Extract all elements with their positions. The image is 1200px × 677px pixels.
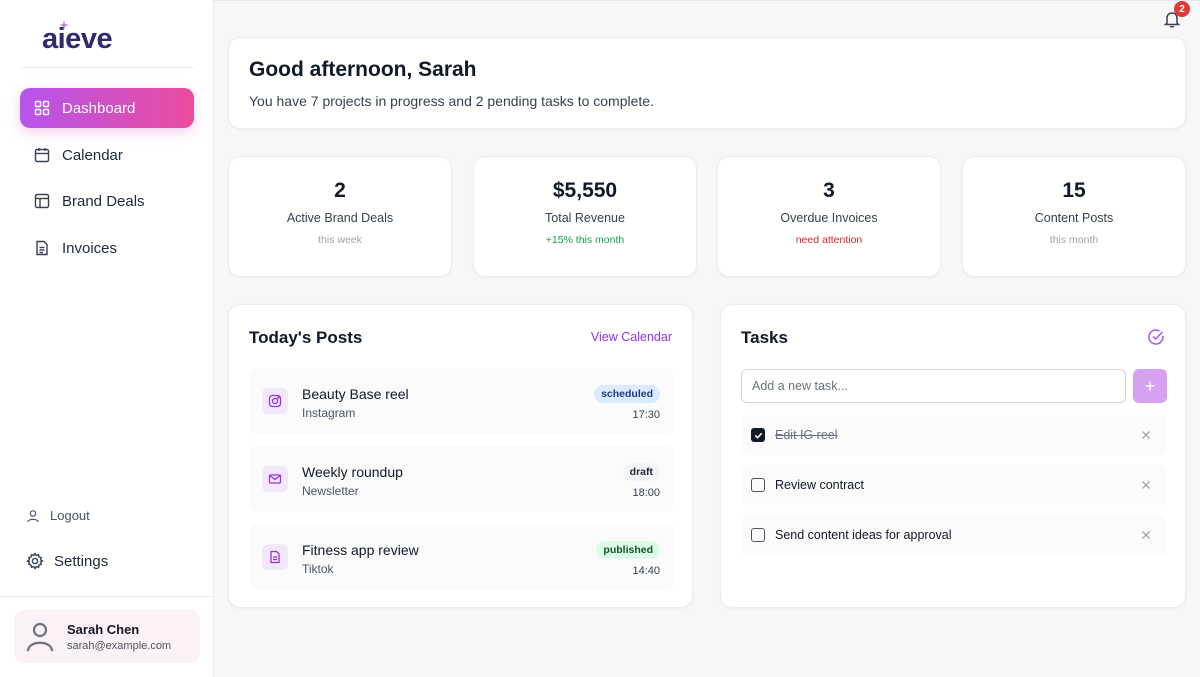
mail-icon [262, 466, 288, 492]
logo[interactable]: aieve [42, 20, 113, 55]
task-row: Send content ideas for approval [741, 515, 1166, 555]
new-task-input[interactable] [741, 369, 1126, 403]
check-circle-icon[interactable] [1147, 328, 1165, 346]
task-checkbox[interactable] [751, 428, 765, 442]
post-title: Weekly roundup [302, 464, 403, 480]
tasks-card: Tasks + Edit IG reel Review contract Sen… [720, 304, 1186, 608]
stat-note: this month [1049, 234, 1099, 246]
list-item[interactable]: Weekly roundup Newsletter draft 18:00 [249, 446, 674, 512]
add-task-button[interactable]: + [1133, 369, 1167, 403]
post-platform: Newsletter [302, 484, 359, 498]
stat-card-overdue-invoices: 3 Overdue Invoices need attention [717, 156, 941, 277]
post-platform: Instagram [302, 406, 356, 420]
user-name: Sarah Chen [67, 621, 140, 637]
logout-label: Logout [50, 508, 90, 523]
layout-icon [34, 193, 50, 209]
post-platform: Tiktok [302, 562, 334, 576]
task-row: Review contract [741, 465, 1166, 505]
close-icon[interactable] [1141, 530, 1151, 540]
stat-card-content-posts: 15 Content Posts this month [962, 156, 1186, 277]
stat-note: need attention [795, 234, 863, 246]
task-text: Edit IG reel [775, 428, 838, 442]
bell-icon[interactable] [1162, 9, 1182, 29]
checkmark-icon [754, 432, 762, 439]
task-row: Edit IG reel [741, 415, 1166, 455]
sidebar-item-brand-deals[interactable]: Brand Deals [20, 181, 194, 221]
status-badge: scheduled [594, 385, 660, 403]
sidebar-item-label: Calendar [62, 146, 123, 164]
sidebar-item-calendar[interactable]: Calendar [20, 135, 194, 175]
settings-button[interactable]: Settings [26, 552, 108, 570]
sparkle-icon [59, 20, 69, 30]
notification-badge: 2 [1174, 1, 1190, 17]
task-text: Review contract [775, 478, 864, 492]
post-title: Fitness app review [302, 542, 419, 558]
stat-label: Overdue Invoices [780, 211, 878, 225]
user-profile-card[interactable]: Sarah Chen sarah@example.com [14, 610, 200, 663]
grid-icon [34, 100, 50, 116]
stat-note: this week [318, 234, 362, 246]
gear-icon [26, 552, 44, 570]
status-badge: draft [622, 463, 660, 481]
stat-value: $5,550 [552, 179, 618, 202]
post-time: 17:30 [632, 409, 660, 421]
top-border [0, 0, 1200, 1]
stat-label: Total Revenue [545, 211, 625, 225]
instagram-icon [262, 388, 288, 414]
stat-card-revenue: $5,550 Total Revenue +15% this month [473, 156, 697, 277]
sidebar: aieve Dashboard Calendar Brand Deals [0, 0, 214, 677]
stat-value: 15 [1062, 179, 1086, 202]
section-title: Today's Posts [249, 328, 363, 347]
stat-label: Active Brand Deals [286, 211, 394, 225]
user-icon [26, 509, 40, 523]
divider [0, 596, 214, 597]
sidebar-item-label: Invoices [62, 239, 118, 257]
list-item[interactable]: Beauty Base reel Instagram scheduled 17:… [249, 368, 674, 434]
post-time: 14:40 [632, 565, 660, 577]
greeting-subtitle: You have 7 projects in progress and 2 pe… [249, 93, 654, 109]
stat-value: 2 [334, 179, 346, 202]
stat-value: 3 [823, 179, 835, 202]
avatar [26, 622, 54, 652]
stat-label: Content Posts [1034, 211, 1114, 225]
divider [20, 67, 194, 68]
sidebar-item-invoices[interactable]: Invoices [20, 228, 194, 268]
calendar-icon [34, 147, 50, 163]
list-item[interactable]: Fitness app review Tiktok published 14:4… [249, 524, 674, 590]
task-checkbox[interactable] [751, 478, 765, 492]
task-checkbox[interactable] [751, 528, 765, 542]
document-icon [262, 544, 288, 570]
page-title: Good afternoon, Sarah [249, 58, 477, 81]
post-title: Beauty Base reel [302, 386, 409, 402]
logo-text: aieve [42, 23, 113, 55]
post-time: 18:00 [632, 487, 660, 499]
stat-card-brand-deals: 2 Active Brand Deals this week [228, 156, 452, 277]
sidebar-item-label: Brand Deals [62, 192, 145, 210]
settings-label: Settings [54, 552, 109, 570]
logout-button[interactable]: Logout [26, 508, 90, 523]
section-title: Tasks [741, 328, 788, 347]
task-text: Send content ideas for approval [775, 528, 952, 542]
sidebar-item-dashboard[interactable]: Dashboard [20, 88, 194, 128]
close-icon[interactable] [1141, 480, 1151, 490]
close-icon[interactable] [1141, 430, 1151, 440]
greeting-card: Good afternoon, Sarah You have 7 project… [228, 37, 1186, 129]
stat-note: +15% this month [545, 234, 625, 246]
todays-posts-card: Today's Posts View Calendar Beauty Base … [228, 304, 693, 608]
status-badge: published [596, 541, 660, 559]
user-email: sarah@example.com [67, 639, 172, 652]
view-calendar-link[interactable]: View Calendar [590, 330, 672, 344]
file-icon [34, 240, 50, 256]
sidebar-item-label: Dashboard [62, 99, 136, 117]
